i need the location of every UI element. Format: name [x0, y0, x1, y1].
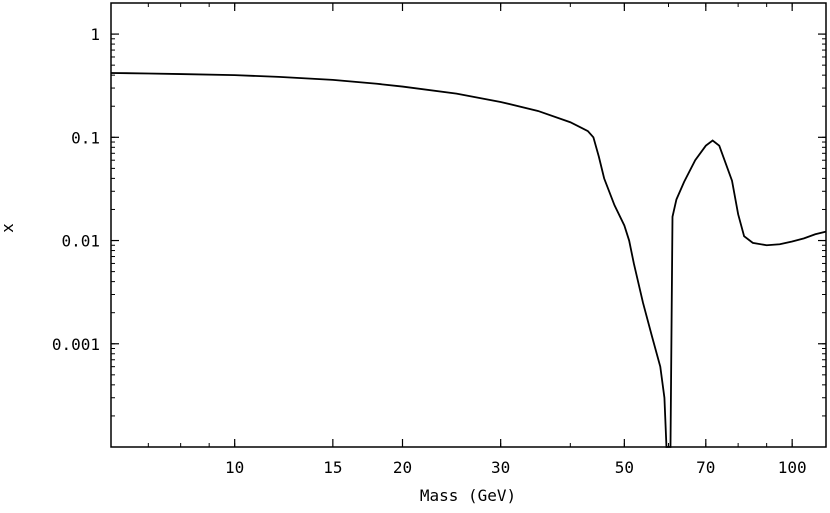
plot-frame [110, 2, 827, 448]
major-ticks [111, 3, 826, 447]
y-tick-label: 1 [90, 25, 100, 44]
x-tick-label: 20 [393, 458, 412, 477]
series-line [110, 72, 827, 448]
x-tick-label: 50 [615, 458, 634, 477]
y-tick-label: 0.001 [52, 335, 100, 354]
x-tick-label: 100 [778, 458, 807, 477]
minor-ticks [110, 2, 826, 448]
y-tick-labels: 1 0.1 0.01 0.001 [52, 25, 100, 354]
x-tick-label: 70 [696, 458, 715, 477]
x-tick-label: 30 [491, 458, 510, 477]
x-axis-label: Mass (GeV) [420, 486, 516, 505]
y-axis-label: x [0, 223, 17, 233]
y-tick-label: 0.1 [71, 128, 100, 147]
x-tick-labels: 10 15 20 30 50 70 100 [225, 458, 807, 477]
x-tick-label: 10 [225, 458, 244, 477]
y-tick-label: 0.01 [61, 232, 100, 251]
x-tick-label: 15 [323, 458, 342, 477]
